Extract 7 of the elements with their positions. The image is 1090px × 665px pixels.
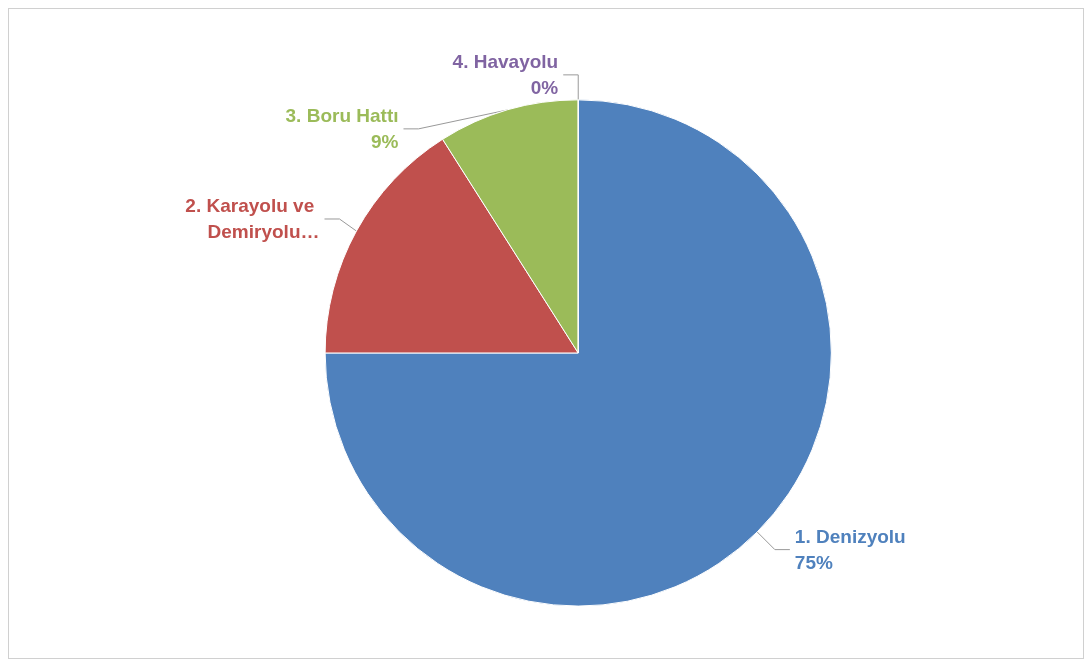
slice-label: 1. Denizyolu (794, 526, 906, 548)
slice-label: 3. Boru Hattı (285, 105, 399, 127)
text: 0% (530, 77, 559, 99)
data-label: 75% (794, 552, 834, 574)
data-label: 9% (371, 131, 399, 153)
slice-label: 2. Karayolu ve Demiryolu… (185, 195, 320, 243)
category-label: 4. Havayolu (452, 51, 559, 73)
